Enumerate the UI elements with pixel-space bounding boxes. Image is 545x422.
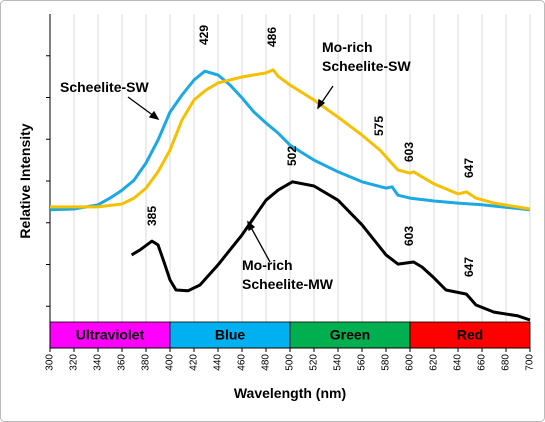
x-tick-label: 620 [429,354,440,371]
series-label: Mo-rich Scheelite-MW [242,257,334,292]
peak-label: 647 [462,158,476,178]
x-tick-label: 600 [405,354,416,371]
arrow-head [317,98,326,110]
x-tick-label: 640 [453,354,464,371]
x-tick-label: 440 [213,354,224,371]
peak-label: 429 [197,25,211,45]
band-label: Ultraviolet [76,327,145,343]
y-axis-title: Relative Intensity [17,123,33,238]
x-tick-label: 700 [525,354,536,371]
x-tick-label: 340 [93,354,104,371]
peak-label: 603 [402,226,416,246]
x-tick-label: 580 [381,354,392,371]
x-tick-label: 400 [165,354,176,371]
band [409,321,531,349]
peak-label: 575 [372,116,386,136]
x-tick-label: 680 [501,354,512,371]
peak-label: 486 [265,27,279,47]
x-tick-label: 360 [117,354,128,371]
x-tick-label: 300 [45,354,56,371]
arrow-head [148,110,160,121]
arrows [127,85,334,263]
series-line [130,180,531,322]
x-tick-label: 540 [333,354,344,371]
x-tick-label: 560 [357,354,368,371]
band-label: Blue [215,327,246,343]
x-tick-label: 420 [189,354,200,371]
arrow-head [247,220,256,232]
peak-label: 603 [402,142,416,162]
series-label: Mo-rich Scheelite-SW [322,39,411,74]
band-label: Red [457,327,483,343]
series-line [50,68,531,211]
peak-label: 385 [145,206,159,226]
band [49,321,171,349]
x-tick-label: 520 [309,354,320,371]
series-line [49,69,531,212]
plot: 300 320 340 360 380 400 420 440 460 480 500 520 540 5… [45,14,536,371]
x-axis-title: Wavelength (nm) [234,385,346,401]
band [289,321,411,349]
x-tick-label: 460 [237,354,248,371]
peak-label: 502 [285,146,299,166]
series-label: Scheelite-SW [60,79,149,95]
band-label: Green [330,327,370,343]
x-tick-label: 500 [285,354,296,371]
x-tick-label: 320 [69,354,80,371]
x-tick-label: 380 [141,354,152,371]
peak-label: 647 [462,257,476,277]
band [169,321,291,349]
x-tick-label: 480 [261,354,272,371]
x-tick-label: 660 [477,354,488,371]
